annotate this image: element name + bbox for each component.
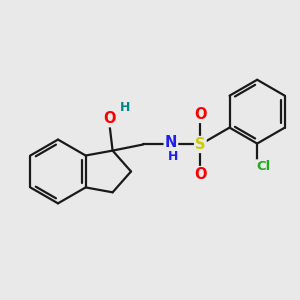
Text: H: H: [120, 101, 130, 114]
Text: O: O: [194, 167, 207, 182]
Text: S: S: [195, 137, 206, 152]
Text: O: O: [194, 107, 207, 122]
Text: Cl: Cl: [256, 160, 270, 173]
Text: O: O: [103, 111, 116, 126]
Text: H: H: [167, 150, 178, 163]
Text: N: N: [165, 135, 177, 150]
